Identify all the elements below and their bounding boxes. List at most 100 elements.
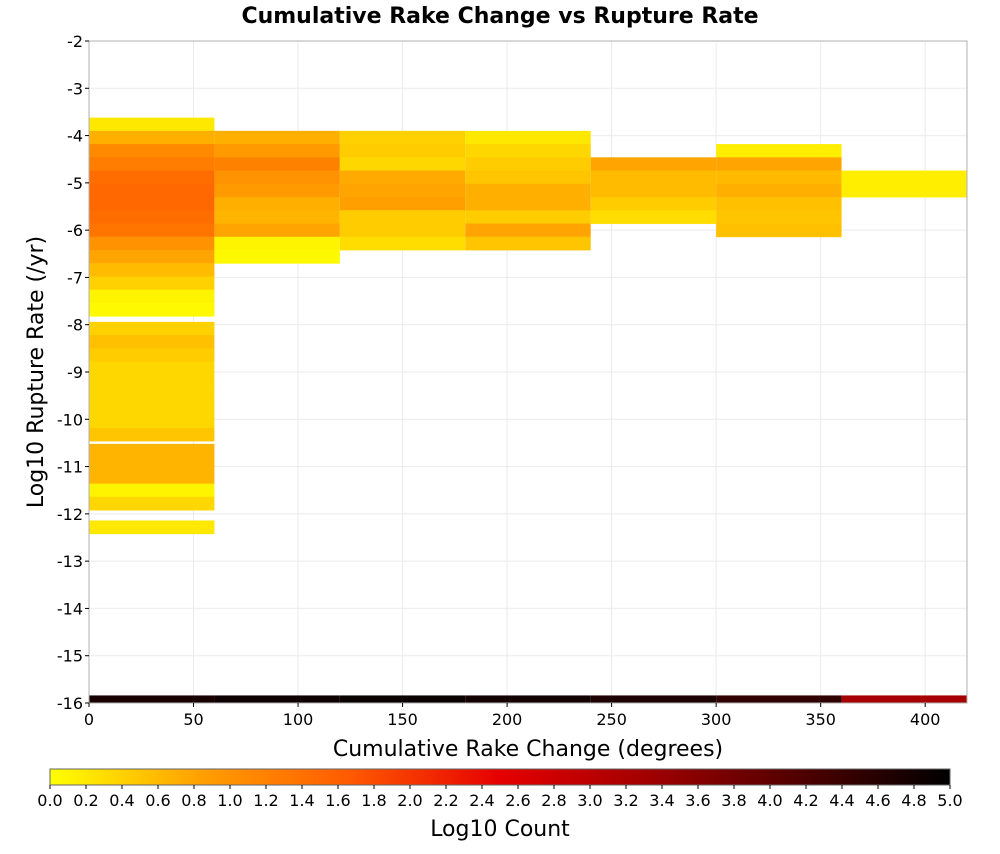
colorbar-tick-label: 3.4 [649,791,674,810]
heatmap-cell [89,302,215,317]
colorbar-tick-label: 4.8 [901,791,926,810]
heatmap-cell [214,210,340,224]
y-tick-label: -3 [67,79,83,98]
colorbar-ticks: 0.0 0.2 0.4 0.6 0.8 1.0 1.2 1.4 1.6 1.8 2.0 2.2 2.4 2… [37,785,963,810]
heatmap-cell [590,197,717,211]
heatmap-cell [465,130,591,145]
heatmap-cell [89,427,215,442]
colorbar-title: Log10 Count [430,817,570,842]
x-tick-label: 300 [701,710,732,729]
colorbar-tick-label: 1.4 [289,791,314,810]
heatmap-cell [214,236,340,251]
heatmap-cell [465,223,591,238]
heatmap-cell [89,223,215,238]
heatmap-cell [89,483,215,498]
heatmap-cell [89,496,215,511]
colorbar-tick-label: 5.0 [937,791,962,810]
heatmap-cell [89,183,215,198]
y-tick-label: -4 [67,127,83,146]
heatmap-cell [716,197,842,211]
colorbar-tick-label: 4.6 [865,791,890,810]
heatmap-cells [89,117,967,703]
heatmap-cell [339,144,466,158]
heatmap-cell-bottom [716,695,842,703]
x-tick-label: 0 [84,710,94,729]
y-axis-title: Log10 Rupture Rate (/yr) [24,236,49,508]
heatmap-cell [89,117,215,132]
heatmap-cell [89,276,215,291]
colorbar-tick-label: 1.0 [217,791,242,810]
chart-title: Cumulative Rake Change vs Rupture Rate [241,4,758,29]
colorbar-tick-label: 2.4 [469,791,494,810]
heatmap-cell-bottom [214,695,340,703]
colorbar-tick-label: 4.4 [829,791,854,810]
colorbar-tick-label: 0.6 [145,791,170,810]
y-tick-label: -2 [67,32,83,51]
heatmap-cell [465,157,591,171]
heatmap-cell [590,210,717,224]
heatmap-cell [716,210,842,224]
y-tick-label: -10 [57,410,83,429]
heatmap-cell-bottom [841,695,967,703]
heatmap-cell [89,321,215,336]
heatmap-cell [214,170,340,185]
heatmap-cell [89,414,215,429]
heatmap-cell [89,144,215,158]
heatmap-cell [214,144,340,158]
heatmap-cell [716,170,842,185]
heatmap-cell [89,361,215,376]
colorbar-tick-label: 0.2 [73,791,98,810]
heatmap-cell [465,236,591,251]
heatmap-cell [89,470,215,484]
y-tick-label: -12 [57,505,83,524]
x-tick-label: 150 [387,710,418,729]
heatmap-cell [89,263,215,277]
heatmap-cell [214,197,340,211]
heatmap-cell [716,144,842,158]
heatmap-cell [465,144,591,158]
heatmap-cell [89,197,215,211]
x-tick-label: 100 [283,710,314,729]
x-tick-label: 250 [596,710,627,729]
colorbar-tick-label: 2.6 [505,791,530,810]
y-tick-label: -13 [57,552,83,571]
colorbar-tick-label: 1.6 [325,791,350,810]
heatmap-cell [716,223,842,238]
heatmap-cell [590,183,717,198]
x-axis-title: Cumulative Rake Change (degrees) [333,737,723,762]
colorbar-tick-label: 4.2 [793,791,818,810]
heatmap-cell [465,197,591,211]
x-tick-label: 50 [183,710,203,729]
heatmap-cell [841,170,967,185]
x-tick-label: 350 [805,710,836,729]
heatmap-cell [339,130,466,145]
heatmap-cell [214,250,340,264]
heatmap-cell [89,457,215,471]
heatmap-cell [89,348,215,362]
colorbar-tick-label: 2.0 [397,791,422,810]
heatmap-cell [89,443,215,458]
y-tick-label: -15 [57,647,83,666]
heatmap-cell [339,223,466,238]
heatmap-cell [339,210,466,224]
heatmap-cell [716,157,842,171]
heatmap-cell [89,335,215,349]
heatmap-cell [89,374,215,389]
heatmap-cell [89,289,215,304]
y-tick-label: -11 [57,458,83,477]
heatmap-cell [89,210,215,224]
colorbar-tick-label: 3.0 [577,791,602,810]
heatmap-cell [590,170,717,185]
heatmap-cell [89,236,215,251]
heatmap-cell [339,183,466,198]
heatmap-cell-bottom [465,695,591,703]
colorbar-tick-label: 3.8 [721,791,746,810]
y-tick-label: -7 [67,268,83,287]
heatmap-cell [465,210,591,224]
heatmap-cell [465,183,591,198]
heatmap-cell [89,130,215,145]
heatmap-cell [89,157,215,171]
heatmap-cell [590,157,717,171]
x-axis-ticks: 0 50 100 150 200 250 300 350 400 [84,703,940,729]
